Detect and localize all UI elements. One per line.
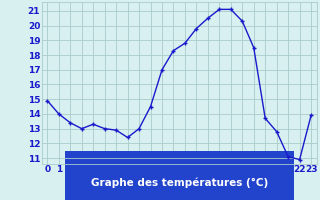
X-axis label: Graphe des températures (°C): Graphe des températures (°C) [91, 177, 268, 188]
